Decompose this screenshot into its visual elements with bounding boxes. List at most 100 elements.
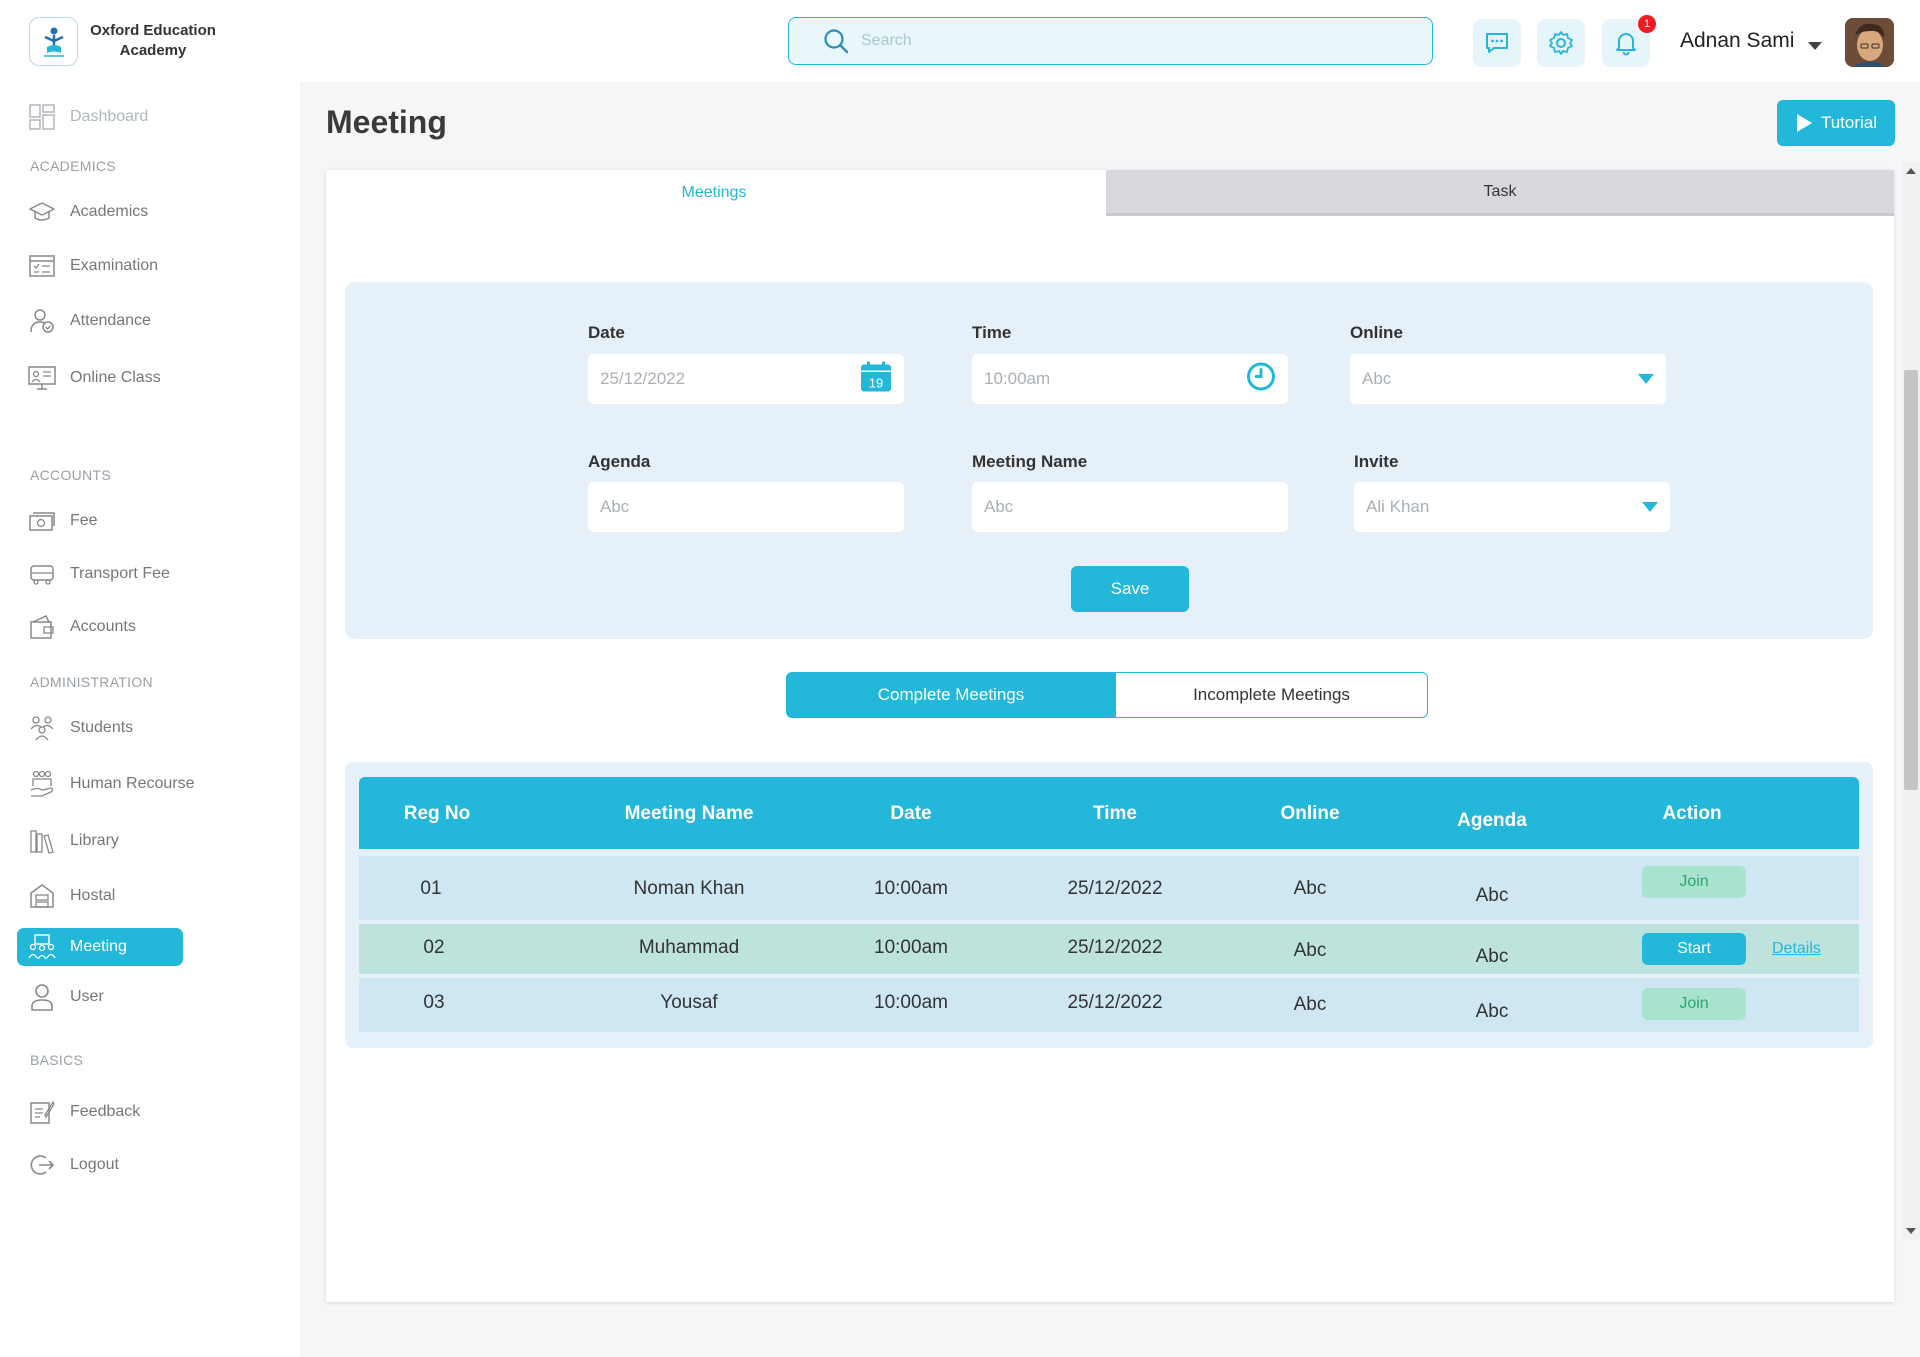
cash-icon	[28, 507, 56, 535]
notifications-button[interactable]: 1	[1602, 15, 1656, 67]
date-label: Date	[588, 323, 625, 342]
sidebar-item-label: Attendance	[70, 312, 151, 329]
scroll-thumb[interactable]	[1904, 370, 1918, 790]
sidebar-item-label: Meeting	[70, 938, 127, 955]
cell-time: 25/12/2022	[1067, 878, 1163, 899]
cell-agenda: Abc	[1475, 946, 1509, 967]
sidebar-item-online-class[interactable]: Online Class	[28, 360, 161, 396]
cell-date: 10:00am	[874, 992, 948, 1013]
chevron-down-icon[interactable]	[1808, 42, 1822, 50]
cell-time: 25/12/2022	[1067, 992, 1163, 1013]
sidebar-item-label: Students	[70, 719, 134, 736]
bus-icon	[28, 560, 56, 588]
col-action: Action	[1662, 803, 1722, 824]
scrollbar[interactable]	[1902, 162, 1920, 1240]
sidebar-item-students[interactable]: Students	[28, 710, 133, 746]
date-value: 25/12/2022	[600, 369, 686, 388]
user-check-icon	[28, 307, 56, 335]
sidebar-item-fee[interactable]: Fee	[28, 503, 98, 539]
sidebar-item-label: Hostal	[70, 887, 116, 904]
cell-time: 25/12/2022	[1067, 937, 1163, 958]
online-select[interactable]: Abc	[1350, 354, 1666, 404]
books-icon	[28, 827, 56, 855]
cell-reg-no: 01	[420, 878, 442, 899]
clock-icon[interactable]	[1246, 362, 1276, 397]
sidebar-item-label: Logout	[70, 1156, 119, 1173]
sidebar-item-academics[interactable]: Academics	[28, 194, 148, 230]
tab-meetings[interactable]: Meetings	[326, 170, 1102, 216]
cell-reg-no: 03	[423, 992, 445, 1013]
avatar-image	[1845, 18, 1894, 67]
sidebar-item-accounts[interactable]: Accounts	[28, 609, 136, 645]
sidebar-item-hostal[interactable]: Hostal	[28, 878, 115, 914]
join-button[interactable]: Join	[1642, 988, 1746, 1020]
user-icon	[28, 983, 56, 1011]
time-field[interactable]: 10:00am	[972, 354, 1288, 404]
incomplete-meetings-toggle[interactable]: Incomplete Meetings	[1116, 672, 1428, 718]
page-title: Meeting	[326, 104, 447, 140]
cell-online: Abc	[1293, 878, 1327, 899]
cell-date: 10:00am	[874, 937, 948, 958]
meeting-name-field[interactable]: Abc	[972, 482, 1288, 532]
sidebar-item-attendance[interactable]: Attendance	[28, 303, 151, 339]
meeting-card: Meetings Task Date 25/12/2022 19 Time 10…	[326, 170, 1894, 1302]
sidebar-item-user[interactable]: User	[28, 979, 104, 1015]
complete-meetings-toggle[interactable]: Complete Meetings	[786, 672, 1116, 718]
cell-meeting-name: Yousaf	[660, 992, 718, 1013]
gear-icon	[1549, 31, 1573, 55]
date-field[interactable]: 25/12/2022 19	[588, 354, 904, 404]
calendar-icon[interactable]: 19	[860, 361, 892, 398]
sidebar-item-dashboard[interactable]: Dashboard	[28, 99, 148, 135]
col-time: Time	[1092, 803, 1138, 824]
settings-button[interactable]	[1537, 19, 1585, 67]
agenda-field[interactable]: Abc	[588, 482, 904, 532]
table-header: Reg No Meeting Name Date Time Online Age…	[359, 777, 1859, 849]
search-bar[interactable]	[788, 17, 1433, 65]
sidebar-item-examination[interactable]: Examination	[28, 248, 158, 284]
table-row: 03 Yousaf 10:00am 25/12/2022 Abc Abc Joi…	[359, 978, 1859, 1032]
invite-select[interactable]: Ali Khan	[1354, 482, 1670, 532]
sidebar-item-label: Human Recourse	[70, 775, 195, 792]
sidebar-item-human-resource[interactable]: Human Recourse	[28, 766, 195, 802]
tutorial-button-label: Tutorial	[1820, 113, 1878, 132]
scroll-up-icon[interactable]	[1906, 168, 1916, 174]
sidebar-item-transport-fee[interactable]: Transport Fee	[28, 556, 170, 592]
sidebar-item-library[interactable]: Library	[28, 823, 119, 859]
avatar[interactable]	[1845, 18, 1894, 67]
sidebar-item-label: Dashboard	[70, 108, 149, 125]
messages-button[interactable]	[1473, 19, 1521, 67]
meeting-name-label: Meeting Name	[972, 452, 1088, 471]
sidebar-item-feedback[interactable]: Feedback	[28, 1094, 140, 1130]
tab-task[interactable]: Task	[1106, 170, 1894, 216]
save-button[interactable]: Save	[1071, 566, 1189, 612]
details-link[interactable]: Details	[1772, 940, 1821, 957]
agenda-placeholder: Abc	[600, 497, 630, 516]
cell-agenda: Abc	[1475, 1001, 1509, 1022]
cell-meeting-name: Noman Khan	[633, 878, 745, 899]
chevron-down-icon	[1642, 502, 1658, 512]
start-button[interactable]: Start	[1642, 933, 1746, 965]
sidebar-item-meeting[interactable]: Meeting	[17, 928, 183, 966]
building-icon	[28, 882, 56, 910]
notification-badge: 1	[1638, 15, 1656, 33]
search-input[interactable]	[861, 32, 1421, 50]
tutorial-button[interactable]: Tutorial	[1777, 100, 1895, 146]
scroll-down-icon[interactable]	[1906, 1228, 1916, 1234]
hand-people-icon	[28, 770, 56, 798]
table-row: 01 Noman Khan 10:00am 25/12/2022 Abc Abc…	[359, 856, 1859, 920]
time-label: Time	[972, 323, 1012, 342]
cell-reg-no: 02	[423, 937, 445, 958]
col-date: Date	[890, 803, 932, 824]
section-basics: BASICS	[30, 1052, 84, 1068]
cell-agenda: Abc	[1475, 885, 1509, 906]
cell-online: Abc	[1293, 994, 1327, 1015]
section-accounts: ACCOUNTS	[30, 467, 111, 483]
cell-meeting-name: Muhammad	[638, 937, 740, 958]
join-button[interactable]: Join	[1642, 866, 1746, 898]
bell-icon	[1616, 33, 1636, 56]
user-name[interactable]: Adnan Sami	[1680, 29, 1795, 52]
sidebar-item-logout[interactable]: Logout	[28, 1147, 119, 1183]
academy-logo-icon	[43, 27, 64, 57]
academy-logo[interactable]	[29, 17, 78, 66]
sidebar-item-label: Academics	[70, 203, 149, 220]
